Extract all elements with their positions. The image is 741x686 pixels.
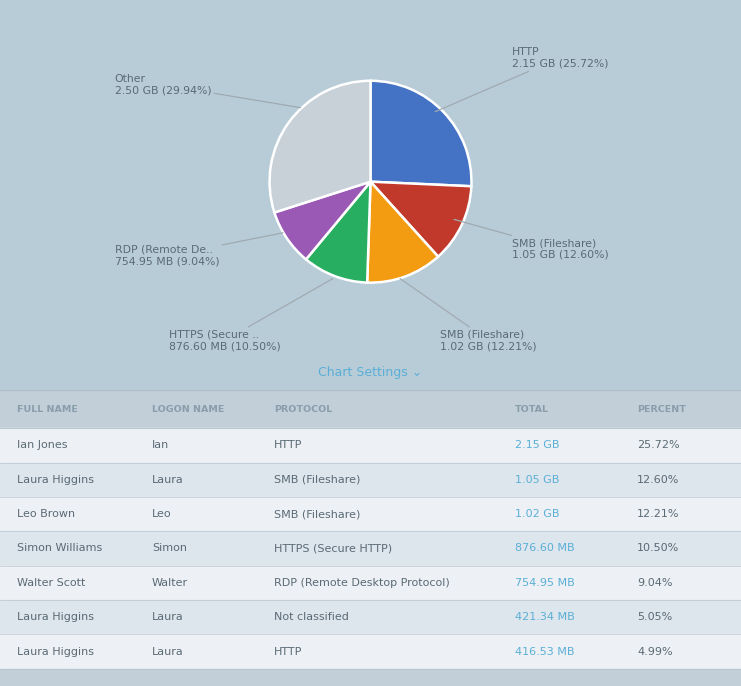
Wedge shape — [306, 182, 370, 283]
Text: 1.02 GB: 1.02 GB — [515, 509, 559, 519]
Text: Laura: Laura — [152, 612, 184, 622]
Text: 754.95 MB: 754.95 MB — [515, 578, 575, 588]
Text: Laura Higgins: Laura Higgins — [17, 612, 94, 622]
Text: LOGON NAME: LOGON NAME — [152, 405, 225, 414]
Bar — [0, 635, 741, 669]
Bar — [0, 497, 741, 531]
Text: 4.99%: 4.99% — [637, 647, 673, 657]
Text: FULL NAME: FULL NAME — [17, 405, 78, 414]
Text: Simon Williams: Simon Williams — [17, 543, 102, 554]
Bar — [0, 462, 741, 497]
Text: Leo Brown: Leo Brown — [17, 509, 75, 519]
Text: Walter Scott: Walter Scott — [17, 578, 85, 588]
Text: 12.21%: 12.21% — [637, 509, 679, 519]
Text: TOTAL: TOTAL — [515, 405, 549, 414]
Text: Other
2.50 GB (29.94%): Other 2.50 GB (29.94%) — [115, 74, 301, 108]
Text: Laura: Laura — [152, 475, 184, 485]
Bar — [0, 390, 741, 428]
Wedge shape — [274, 182, 370, 259]
Wedge shape — [370, 182, 471, 257]
Text: PERCENT: PERCENT — [637, 405, 686, 414]
Text: HTTP
2.15 GB (25.72%): HTTP 2.15 GB (25.72%) — [435, 47, 608, 112]
Bar — [0, 600, 741, 635]
Text: RDP (Remote Desktop Protocol): RDP (Remote Desktop Protocol) — [274, 578, 450, 588]
Text: 12.60%: 12.60% — [637, 475, 679, 485]
Text: 876.60 MB: 876.60 MB — [515, 543, 574, 554]
Text: RDP (Remote De..
754.95 MB (9.04%): RDP (Remote De.. 754.95 MB (9.04%) — [115, 233, 283, 267]
Text: PROTOCOL: PROTOCOL — [274, 405, 333, 414]
Text: 10.50%: 10.50% — [637, 543, 679, 554]
Text: 25.72%: 25.72% — [637, 440, 680, 450]
Wedge shape — [270, 81, 370, 213]
Text: Ian Jones: Ian Jones — [17, 440, 67, 450]
Bar — [0, 566, 741, 600]
Text: Chart Settings ⌄: Chart Settings ⌄ — [319, 366, 422, 379]
Text: HTTP: HTTP — [274, 647, 302, 657]
Bar — [0, 669, 741, 686]
Text: Ian: Ian — [152, 440, 169, 450]
Text: Laura Higgins: Laura Higgins — [17, 475, 94, 485]
Text: Leo: Leo — [152, 509, 171, 519]
Text: Simon: Simon — [152, 543, 187, 554]
Wedge shape — [368, 182, 438, 283]
Text: 416.53 MB: 416.53 MB — [515, 647, 574, 657]
Text: SMB (Fileshare): SMB (Fileshare) — [274, 475, 361, 485]
Text: HTTP: HTTP — [274, 440, 302, 450]
Bar — [0, 428, 741, 462]
Text: Laura Higgins: Laura Higgins — [17, 647, 94, 657]
Text: HTTPS (Secure ..
876.60 MB (10.50%): HTTPS (Secure .. 876.60 MB (10.50%) — [169, 279, 333, 351]
Text: SMB (Fileshare)
1.02 GB (12.21%): SMB (Fileshare) 1.02 GB (12.21%) — [400, 279, 537, 351]
Bar — [0, 531, 741, 566]
Text: 1.05 GB: 1.05 GB — [515, 475, 559, 485]
Text: Walter: Walter — [152, 578, 188, 588]
Text: SMB (Fileshare): SMB (Fileshare) — [274, 509, 361, 519]
Text: HTTPS (Secure HTTP): HTTPS (Secure HTTP) — [274, 543, 392, 554]
Text: 9.04%: 9.04% — [637, 578, 673, 588]
Text: Laura: Laura — [152, 647, 184, 657]
Text: Not classified: Not classified — [274, 612, 349, 622]
Text: 5.05%: 5.05% — [637, 612, 673, 622]
Wedge shape — [370, 81, 471, 186]
Text: 421.34 MB: 421.34 MB — [515, 612, 575, 622]
Text: SMB (Fileshare)
1.05 GB (12.60%): SMB (Fileshare) 1.05 GB (12.60%) — [454, 220, 608, 260]
Text: 2.15 GB: 2.15 GB — [515, 440, 559, 450]
